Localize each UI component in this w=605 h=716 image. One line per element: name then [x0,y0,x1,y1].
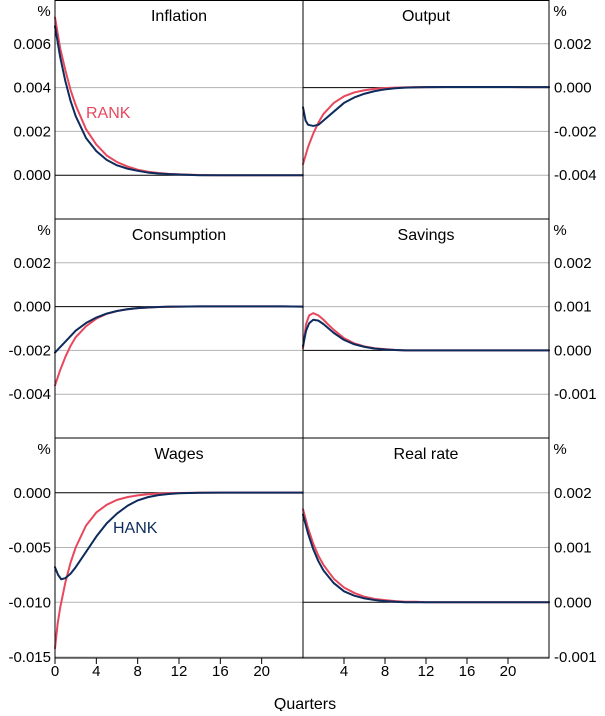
x-tick-label-right-4: 16 [459,663,476,680]
consumption-series-hank-line [54,305,304,354]
x-axis-label: Quarters [274,696,336,711]
wages-series-rank-line [54,491,304,650]
real-rate-series-hank-line [302,513,550,604]
wages-unit-label: % [37,441,50,458]
wages-panel-title: Wages [154,446,203,463]
savings-ytick-label-2: 0.000 [554,342,592,359]
wages-ytick-label-3: -0.015 [8,649,51,666]
series-label-rank: RANK [86,105,131,122]
savings-ytick-label-1: 0.001 [554,299,592,316]
savings-unit-label: % [553,222,566,239]
series-label-hank: HANK [113,520,158,537]
output-unit-label: % [553,3,566,20]
consumption-panel-title: Consumption [132,227,226,244]
x-tick-label-left-3: 12 [171,663,188,680]
output-ytick-label-0: 0.002 [554,36,592,53]
x-tick-label-right-3: 12 [418,663,435,680]
x-tick-label-left-4: 16 [212,663,229,680]
x-tick-label-left-5: 20 [253,663,270,680]
real-rate-ytick-label-0: 0.002 [554,485,592,502]
consumption-ytick-label-1: 0.000 [13,299,51,316]
output-ytick-label-3: -0.004 [554,167,597,184]
consumption-unit-label: % [37,222,50,239]
inflation-ytick-label-3: 0.006 [13,36,51,53]
inflation-ytick-label-0: 0.000 [13,167,51,184]
x-tick-label-right-5: 20 [500,663,517,680]
real-rate-unit-label: % [553,441,566,458]
x-tick-label-right-1: 4 [340,663,348,680]
wages-ytick-label-1: -0.005 [8,540,51,557]
output-ytick-label-1: 0.000 [554,80,592,97]
output-series-hank-line [302,85,550,127]
x-tick-label-left-2: 8 [133,663,141,680]
output-series-rank-line [302,85,550,166]
consumption-series-rank-line [54,305,304,387]
savings-ytick-label-3: -0.001 [554,386,597,403]
inflation-ytick-label-1: 0.002 [13,123,51,140]
inflation-ytick-label-2: 0.004 [13,80,51,97]
savings-ytick-label-0: 0.002 [554,255,592,272]
output-panel-title: Output [402,8,451,25]
consumption-ytick-label-0: 0.002 [13,255,51,272]
output-ytick-label-2: -0.002 [554,123,597,140]
real-rate-ytick-label-2: 0.000 [554,594,592,611]
x-tick-label-left-1: 4 [92,663,100,680]
wages-series-hank-line [54,491,304,581]
inflation-panel-title: Inflation [151,8,207,25]
savings-series-rank-line [302,312,550,352]
wages-ytick-label-2: -0.010 [8,594,51,611]
wages-ytick-label-0: 0.000 [13,485,51,502]
x-tick-label-left-0: 0 [51,663,59,680]
real-rate-panel-title: Real rate [394,446,459,463]
x-tick-label-right-2: 8 [381,663,389,680]
inflation-series-rank-line [54,16,304,177]
consumption-ytick-label-2: -0.002 [8,342,51,359]
savings-panel-title: Savings [398,227,455,244]
consumption-ytick-label-3: -0.004 [8,386,51,403]
real-rate-ytick-label-3: -0.001 [554,649,597,666]
real-rate-ytick-label-1: 0.001 [554,540,592,557]
inflation-unit-label: % [37,3,50,20]
savings-series-hank-line [302,318,550,352]
chart-frame [54,0,550,659]
inflation-series-hank-line [54,25,304,177]
